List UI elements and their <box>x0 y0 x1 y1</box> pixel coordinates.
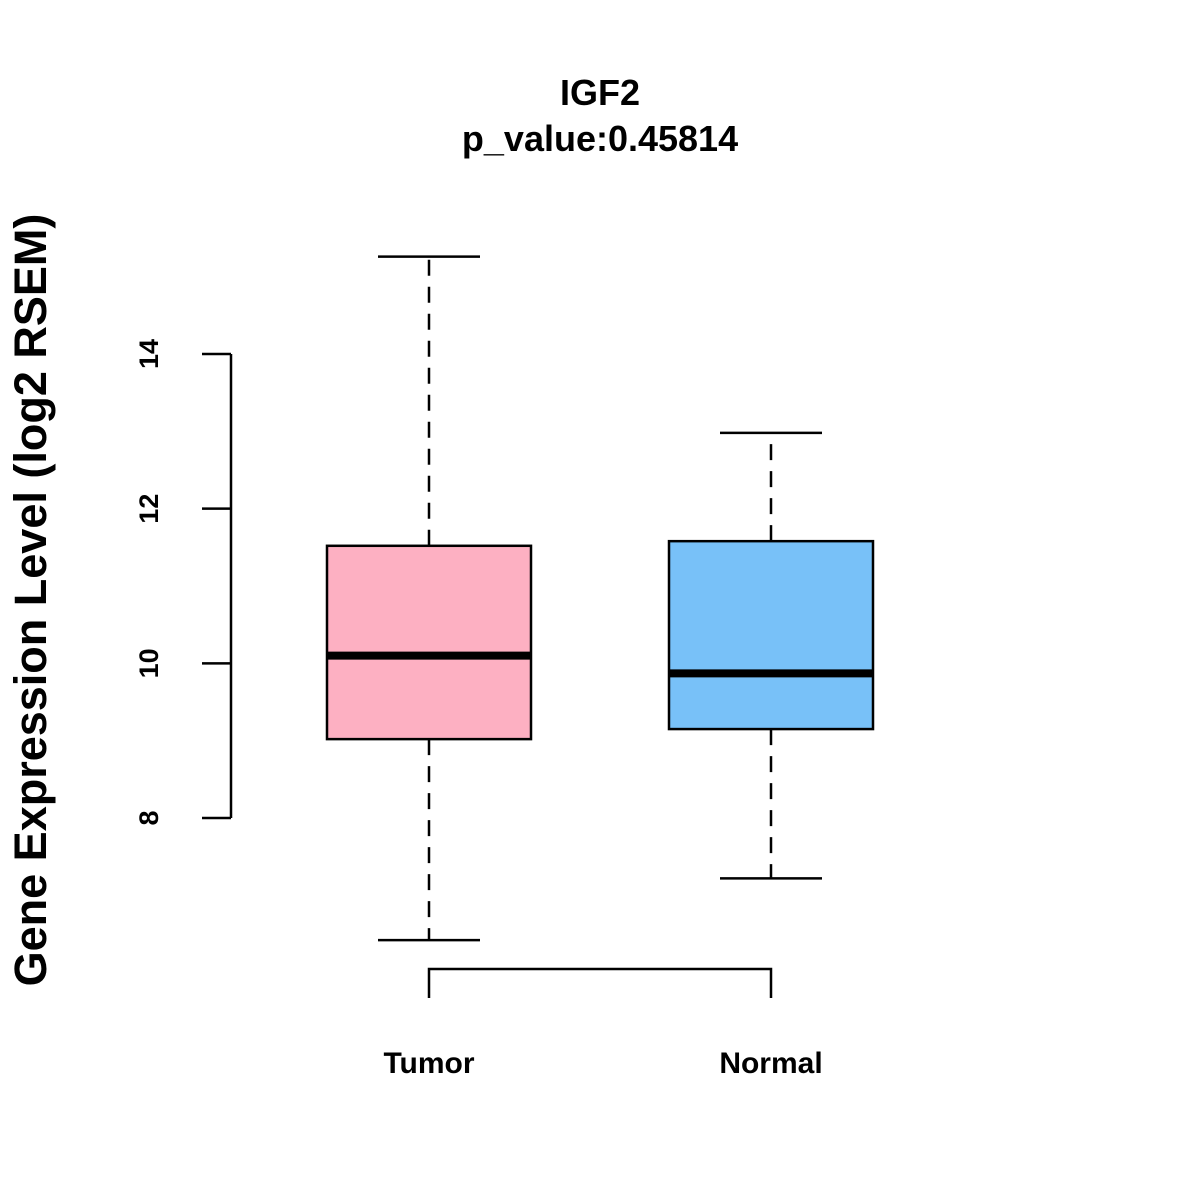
y-tick-label: 10 <box>134 648 164 678</box>
chart-title: IGF2 <box>560 72 640 113</box>
y-axis-label: Gene Expression Level (log2 RSEM) <box>5 214 56 987</box>
y-tick-label: 8 <box>134 810 164 825</box>
comparison-bracket <box>427 967 773 998</box>
y-tick-label: 14 <box>134 339 164 369</box>
x-category-labels: Tumor Normal <box>383 1047 822 1080</box>
box-normal <box>667 431 875 880</box>
chart-subtitle: p_value:0.45814 <box>462 118 738 159</box>
x-category-label: Normal <box>719 1047 822 1080</box>
boxes-layer <box>325 255 875 942</box>
iqr-box <box>325 544 533 741</box>
iqr-box <box>667 539 875 731</box>
y-axis: 8 10 12 14 <box>134 339 233 826</box>
x-category-label: Tumor <box>383 1047 474 1080</box>
box-tumor <box>325 255 533 942</box>
y-tick-label: 12 <box>134 494 164 524</box>
bracket-line <box>427 967 773 998</box>
